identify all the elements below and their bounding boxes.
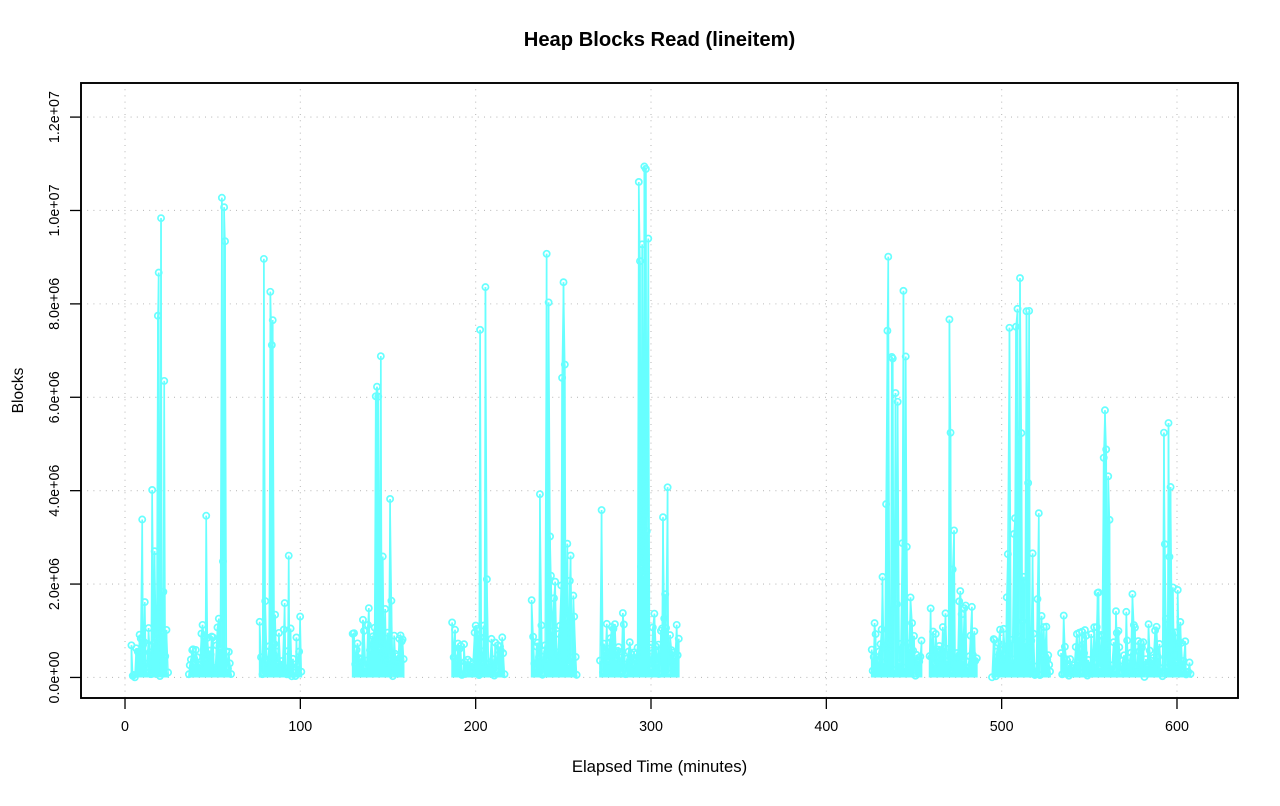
svg-text:100: 100 [288, 719, 312, 735]
svg-text:400: 400 [814, 719, 838, 735]
svg-text:300: 300 [639, 719, 663, 735]
svg-text:2.0e+06: 2.0e+06 [47, 558, 63, 610]
svg-text:500: 500 [990, 719, 1014, 735]
svg-text:Heap Blocks Read (lineitem): Heap Blocks Read (lineitem) [524, 29, 796, 51]
svg-text:Elapsed Time (minutes): Elapsed Time (minutes) [572, 757, 747, 776]
svg-text:0: 0 [121, 719, 129, 735]
svg-text:0.0e+00: 0.0e+00 [47, 651, 63, 703]
svg-text:1.0e+07: 1.0e+07 [47, 184, 63, 236]
svg-text:1.2e+07: 1.2e+07 [47, 91, 63, 143]
svg-text:8.0e+06: 8.0e+06 [47, 278, 63, 330]
svg-text:200: 200 [464, 719, 488, 735]
svg-text:4.0e+06: 4.0e+06 [47, 465, 63, 517]
svg-text:600: 600 [1165, 719, 1189, 735]
svg-text:Blocks: Blocks [10, 367, 27, 413]
svg-text:6.0e+06: 6.0e+06 [47, 371, 63, 423]
